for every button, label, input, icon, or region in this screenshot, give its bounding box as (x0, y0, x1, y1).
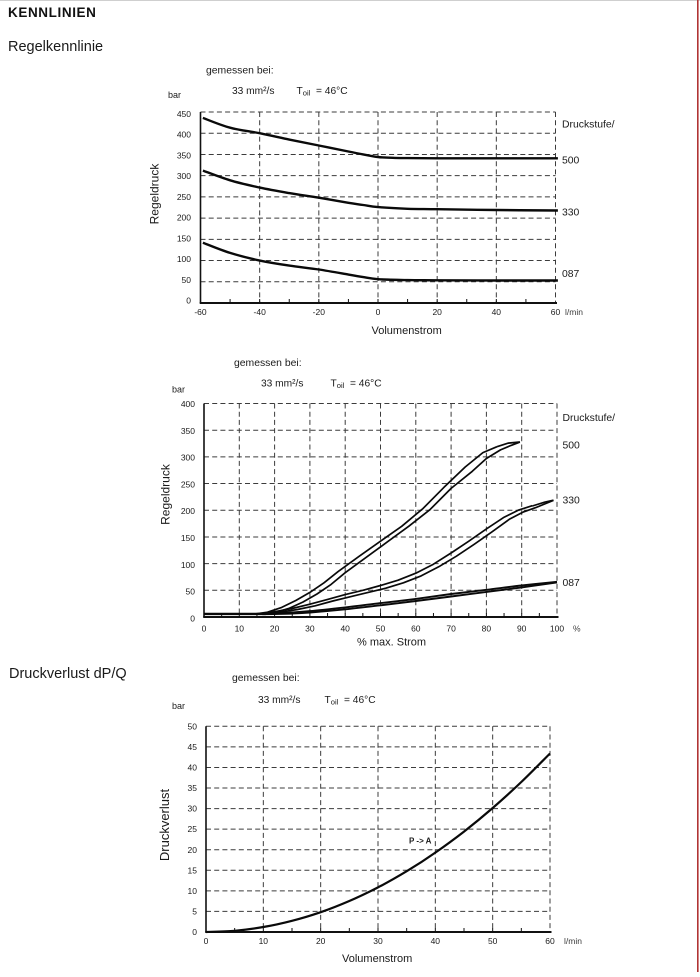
svg-text:087: 087 (563, 578, 581, 589)
svg-text:250: 250 (177, 192, 191, 202)
svg-text:0: 0 (192, 927, 197, 937)
svg-text:l/min: l/min (564, 936, 582, 946)
svg-text:10: 10 (188, 886, 198, 896)
svg-text:bar: bar (168, 90, 181, 100)
svg-text:Druckverlust dP/Q: Druckverlust dP/Q (9, 666, 127, 682)
svg-text:40: 40 (188, 763, 198, 773)
svg-text:50: 50 (188, 721, 198, 731)
svg-text:Toil = 46°C: Toil = 46°C (325, 695, 376, 707)
svg-text:%: % (573, 624, 581, 634)
svg-text:Regeldruck: Regeldruck (148, 163, 162, 225)
svg-text:33 mm²/s: 33 mm²/s (232, 86, 274, 97)
svg-text:gemessen bei:: gemessen bei: (234, 358, 302, 369)
svg-text:40: 40 (340, 624, 350, 634)
svg-text:Regeldruck: Regeldruck (159, 463, 173, 525)
svg-text:Druckstufe/: Druckstufe/ (562, 120, 615, 131)
svg-text:33 mm²/s: 33 mm²/s (258, 695, 300, 706)
svg-text:300: 300 (181, 453, 195, 463)
svg-text:% max. Strom: % max. Strom (357, 637, 426, 649)
svg-text:bar: bar (172, 701, 185, 711)
svg-text:200: 200 (181, 506, 195, 516)
svg-text:500: 500 (563, 441, 581, 452)
svg-text:Druckstufe/: Druckstufe/ (563, 413, 616, 424)
svg-text:20: 20 (188, 845, 198, 855)
svg-text:Regelkennlinie: Regelkennlinie (8, 39, 103, 55)
svg-text:40: 40 (431, 936, 441, 946)
svg-text:gemessen bei:: gemessen bei: (232, 673, 300, 684)
svg-text:450: 450 (177, 109, 191, 119)
svg-text:100: 100 (177, 254, 191, 264)
svg-text:40: 40 (492, 307, 502, 317)
svg-text:500: 500 (562, 156, 580, 167)
svg-text:Toil = 46°C: Toil = 46°C (331, 379, 382, 391)
svg-text:60: 60 (411, 624, 421, 634)
svg-text:30: 30 (373, 936, 383, 946)
svg-text:80: 80 (482, 624, 492, 634)
svg-text:l/min: l/min (565, 307, 583, 317)
svg-text:Druckverlust: Druckverlust (157, 789, 172, 862)
svg-text:200: 200 (177, 213, 191, 223)
svg-text:100: 100 (181, 560, 195, 570)
svg-text:Volumenstrom: Volumenstrom (372, 325, 442, 337)
svg-text:30: 30 (305, 624, 315, 634)
svg-text:150: 150 (181, 533, 195, 543)
svg-text:60: 60 (545, 936, 555, 946)
svg-text:20: 20 (432, 307, 442, 317)
svg-text:5: 5 (192, 907, 197, 917)
svg-text:Volumenstrom: Volumenstrom (342, 953, 412, 965)
svg-text:50: 50 (376, 624, 386, 634)
svg-text:0: 0 (376, 307, 381, 317)
svg-text:P -> A: P -> A (409, 837, 432, 846)
svg-text:50: 50 (488, 936, 498, 946)
svg-text:Toil = 46°C: Toil = 46°C (297, 86, 348, 98)
svg-text:10: 10 (235, 624, 245, 634)
svg-text:330: 330 (563, 496, 581, 507)
svg-text:300: 300 (177, 171, 191, 181)
svg-text:60: 60 (551, 307, 561, 317)
svg-text:25: 25 (188, 824, 198, 834)
svg-text:90: 90 (517, 624, 527, 634)
svg-text:bar: bar (172, 385, 185, 395)
svg-text:35: 35 (188, 783, 198, 793)
svg-text:-40: -40 (254, 307, 267, 317)
svg-text:0: 0 (186, 296, 191, 306)
svg-text:KENNLINIEN: KENNLINIEN (8, 5, 97, 20)
svg-text:33 mm²/s: 33 mm²/s (261, 379, 303, 390)
svg-text:-60: -60 (194, 307, 207, 317)
svg-text:400: 400 (181, 399, 195, 409)
svg-text:0: 0 (190, 613, 195, 623)
svg-text:30: 30 (188, 804, 198, 814)
svg-text:20: 20 (316, 936, 326, 946)
svg-text:70: 70 (446, 624, 456, 634)
svg-text:350: 350 (181, 426, 195, 436)
svg-text:0: 0 (202, 624, 207, 634)
svg-text:100: 100 (550, 624, 564, 634)
svg-text:0: 0 (204, 936, 209, 946)
svg-text:15: 15 (188, 865, 198, 875)
svg-text:gemessen bei:: gemessen bei: (206, 66, 274, 77)
svg-text:20: 20 (270, 624, 280, 634)
svg-text:150: 150 (177, 233, 191, 243)
svg-text:330: 330 (562, 208, 580, 219)
svg-text:087: 087 (562, 269, 580, 280)
svg-text:10: 10 (259, 936, 269, 946)
svg-text:400: 400 (177, 130, 191, 140)
svg-text:-20: -20 (313, 307, 326, 317)
svg-text:50: 50 (182, 275, 192, 285)
svg-text:50: 50 (186, 587, 196, 597)
svg-text:45: 45 (188, 742, 198, 752)
svg-text:350: 350 (177, 150, 191, 160)
svg-text:250: 250 (181, 480, 195, 490)
